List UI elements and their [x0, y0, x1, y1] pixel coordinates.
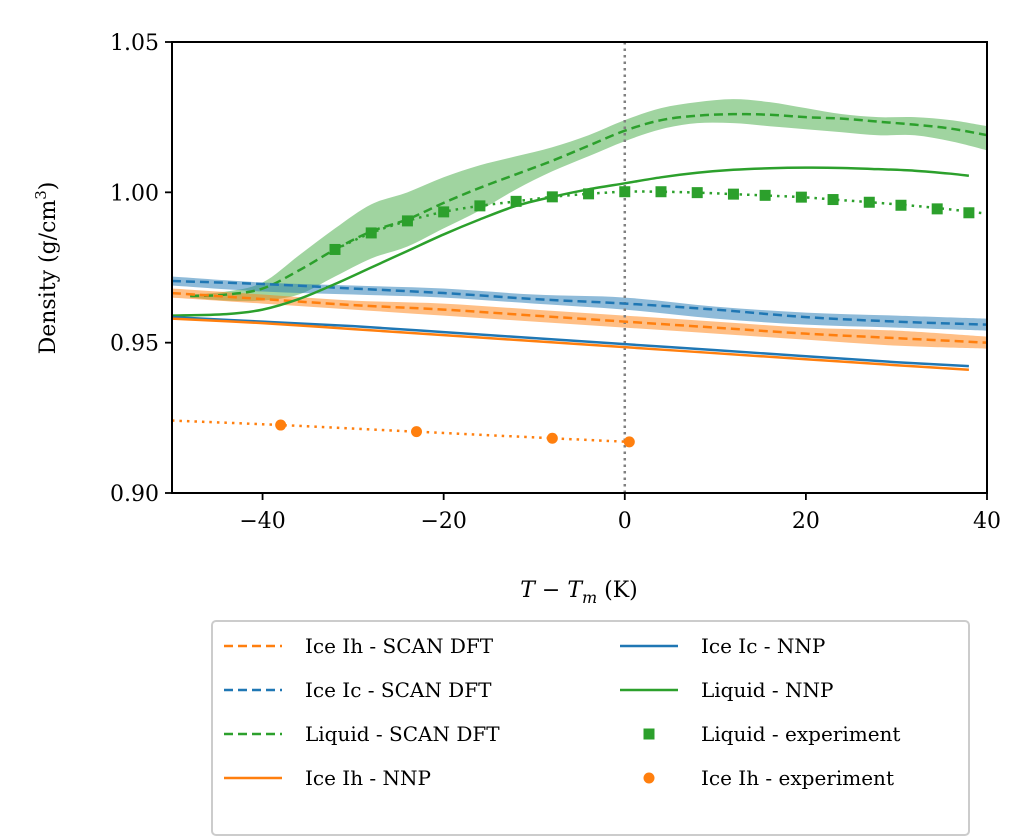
x-tick-label: 40	[973, 509, 1001, 534]
marker-liquid-experiment	[510, 195, 522, 207]
marker-liquid-experiment	[827, 194, 839, 206]
legend-label-ice-ic-nnp: Ice Ic - NNP	[701, 634, 825, 658]
x-tick-label: 0	[618, 509, 632, 534]
marker-liquid-experiment	[438, 206, 450, 218]
x-axis-ticks: −40 −20 0 20 40	[239, 493, 1001, 534]
marker-liquid-experiment	[691, 187, 703, 199]
marker-liquid-experiment	[474, 200, 486, 212]
y-axis-label: Density (g/cm3)	[32, 182, 61, 355]
y-tick-label: 0.95	[110, 332, 159, 357]
line-ice-ic-scan-dft	[172, 279, 987, 326]
marker-ice-ih-experiment	[546, 432, 558, 444]
marker-liquid-experiment	[546, 191, 558, 203]
marker-liquid-experiment	[655, 186, 667, 198]
line-ice-ic-nnp	[172, 315, 969, 368]
x-tick-label: −40	[239, 509, 285, 534]
y-tick-label: 1.05	[110, 31, 159, 56]
y-label-main: Density (g/cm	[36, 200, 61, 355]
legend-label-liquid-experiment: Liquid - experiment	[701, 722, 900, 746]
marker-liquid-experiment	[619, 186, 631, 198]
y-label-sup: 3	[32, 190, 50, 200]
band-green	[190, 99, 987, 302]
legend-box	[211, 620, 970, 836]
marker-ice-ih-experiment	[411, 426, 422, 438]
marker-liquid-experiment	[963, 207, 975, 219]
legend-label-ice-ih-scan-dft: Ice Ih - SCAN DFT	[305, 634, 494, 658]
series-markers	[275, 186, 975, 448]
marker-liquid-experiment	[863, 196, 875, 208]
line-ice-ih-nnp	[172, 317, 969, 371]
legend-label-ice-ic-scan-dft: Ice Ic - SCAN DFT	[305, 678, 492, 702]
marker-liquid-experiment	[759, 189, 771, 201]
x-label-sub: m	[582, 588, 597, 607]
marker-liquid-experiment	[401, 215, 413, 227]
legend-label-liquid-scan-dft: Liquid - SCAN DFT	[305, 722, 500, 746]
marker-liquid-experiment	[795, 191, 807, 203]
legend-marker-ice-ih-experiment	[643, 772, 655, 784]
x-tick-label: −20	[420, 509, 466, 534]
marker-liquid-experiment	[895, 199, 907, 211]
line-liquid-scan-dft	[190, 112, 987, 298]
x-label-t2: T	[567, 578, 584, 603]
marker-ice-ih-experiment	[275, 419, 287, 431]
x-label-minus: −	[535, 578, 567, 603]
legend-marker-liquid-experiment	[643, 728, 655, 740]
series-lines	[172, 112, 987, 444]
marker-liquid-experiment	[583, 188, 595, 200]
marker-liquid-experiment	[931, 203, 943, 215]
y-tick-label: 1.00	[110, 181, 159, 206]
plot-frame	[171, 41, 988, 494]
y-axis-ticks: 0.90 0.95 1.00 1.05	[110, 31, 172, 507]
legend-label-ice-ih-experiment: Ice Ih - experiment	[701, 766, 894, 790]
marker-liquid-experiment	[365, 227, 377, 239]
legend-label-liquid-nnp: Liquid - NNP	[701, 678, 834, 702]
marker-ice-ih-experiment	[623, 436, 635, 448]
x-label-unit: (K)	[597, 578, 638, 603]
x-axis-label: T − Tm (K)	[520, 578, 638, 607]
y-tick-label: 0.90	[110, 482, 159, 507]
x-label-t: T	[520, 578, 537, 603]
marker-liquid-experiment	[329, 243, 341, 255]
legend-label-ice-ih-nnp: Ice Ih - NNP	[305, 766, 431, 790]
x-tick-label: 20	[792, 509, 820, 534]
line-ice-ih-scan-dft	[172, 291, 987, 344]
legend: Ice Ih - SCAN DFT Ice Ic - NNP Ice Ic - SC…	[211, 620, 970, 836]
marker-liquid-experiment	[727, 188, 739, 200]
y-label-close: )	[36, 182, 61, 191]
